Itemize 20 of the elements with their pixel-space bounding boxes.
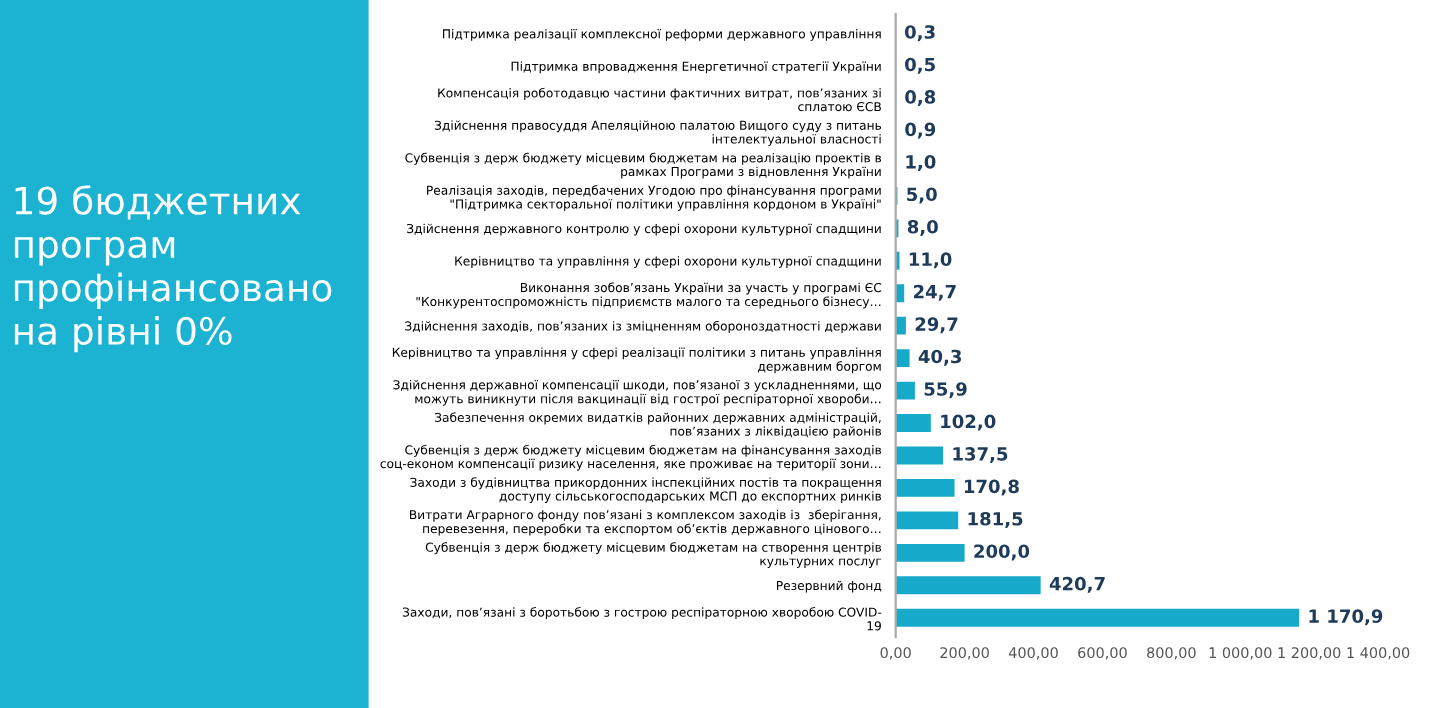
data-label: 102,0 — [941, 414, 996, 431]
data-label: 0,3 — [904, 25, 935, 42]
data-label: 420,7 — [1049, 576, 1105, 593]
data-label: 11,0 — [909, 252, 952, 269]
data-label: 181,5 — [968, 511, 1023, 528]
data-label: 29,7 — [915, 317, 958, 334]
data-label: 1,0 — [906, 155, 936, 171]
data-label: 24,7 — [913, 284, 956, 301]
data-label: 8,0 — [907, 219, 938, 236]
data-label: 0,8 — [905, 90, 936, 107]
data-label: 0,5 — [905, 57, 935, 74]
data-label: 170,8 — [964, 479, 1019, 496]
data-label: 5,0 — [907, 187, 937, 204]
data-label: 137,5 — [953, 447, 1008, 464]
text: 19 бюджетних програм профінансовано на рівні 0% — [14, 185, 332, 353]
data-label: 40,3 — [918, 349, 962, 366]
data-label: 200,0 — [974, 544, 1030, 561]
data-label: 0,9 — [905, 122, 936, 139]
data-label: 1 170,9 — [1309, 609, 1383, 626]
data-label: 55,9 — [924, 382, 967, 399]
